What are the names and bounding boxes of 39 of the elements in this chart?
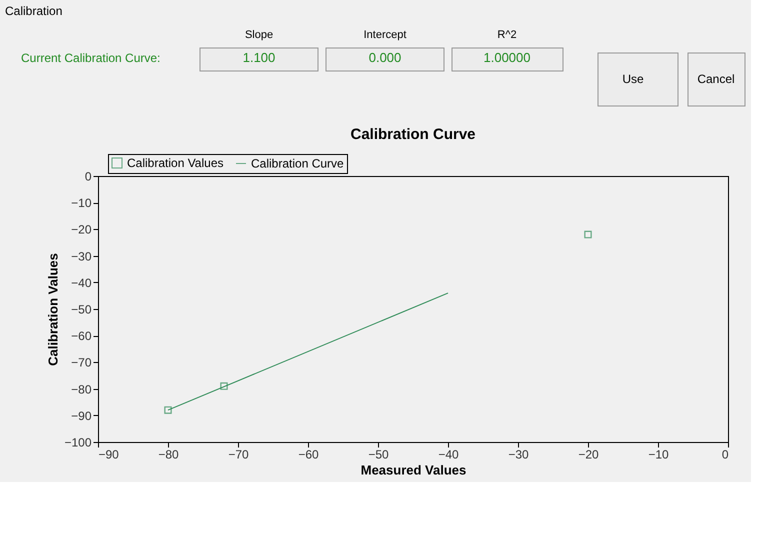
x-axis-title: Measured Values — [360, 462, 466, 478]
x-tick-label: −60 — [298, 448, 319, 462]
x-tick-label: 0 — [722, 448, 729, 462]
text: 1.100 — [242, 50, 276, 65]
text: Cancel — [697, 72, 735, 86]
x-tick-label: −20 — [578, 448, 599, 462]
y-tick-label: −20 — [71, 222, 92, 237]
x-tick-label: −30 — [508, 448, 529, 462]
y-tick-label: −70 — [71, 356, 92, 370]
text: Intercept — [364, 29, 406, 41]
text: R^2 — [497, 29, 517, 41]
text: Calibration — [5, 4, 62, 18]
legend-label: Calibration Values — [127, 156, 224, 170]
x-tick-label: −70 — [228, 448, 249, 462]
y-tick-label: −40 — [71, 276, 92, 290]
y-tick-label: −10 — [71, 196, 92, 210]
y-tick-label: 0 — [84, 170, 92, 184]
y-tick-label: −80 — [71, 382, 92, 396]
legend-label: Calibration Curve — [251, 156, 344, 170]
text: Current Calibration Curve: — [21, 51, 160, 65]
x-tick-label: −50 — [368, 448, 389, 462]
text: Slope — [244, 29, 274, 41]
chart-title: Calibration Curve — [350, 126, 476, 143]
x-tick-label: −90 — [98, 448, 120, 462]
text: Use — [622, 72, 644, 86]
y-tick-label: −30 — [71, 249, 92, 264]
y-tick-label: −90 — [71, 408, 92, 423]
x-tick-label: −40 — [438, 448, 459, 462]
point — [220, 382, 228, 390]
y-tick-label: −100 — [64, 436, 92, 450]
text: 1.00000 — [484, 50, 530, 65]
x-tick-label: −10 — [648, 448, 669, 462]
point — [584, 230, 592, 238]
y-axis-title: Calibration Values — [45, 253, 60, 366]
point — [164, 406, 172, 414]
y-tick-label: −60 — [71, 329, 92, 344]
text: 0.000 — [368, 50, 402, 65]
y-tick-label: −50 — [71, 302, 92, 316]
x-tick-label: −80 — [158, 448, 179, 462]
